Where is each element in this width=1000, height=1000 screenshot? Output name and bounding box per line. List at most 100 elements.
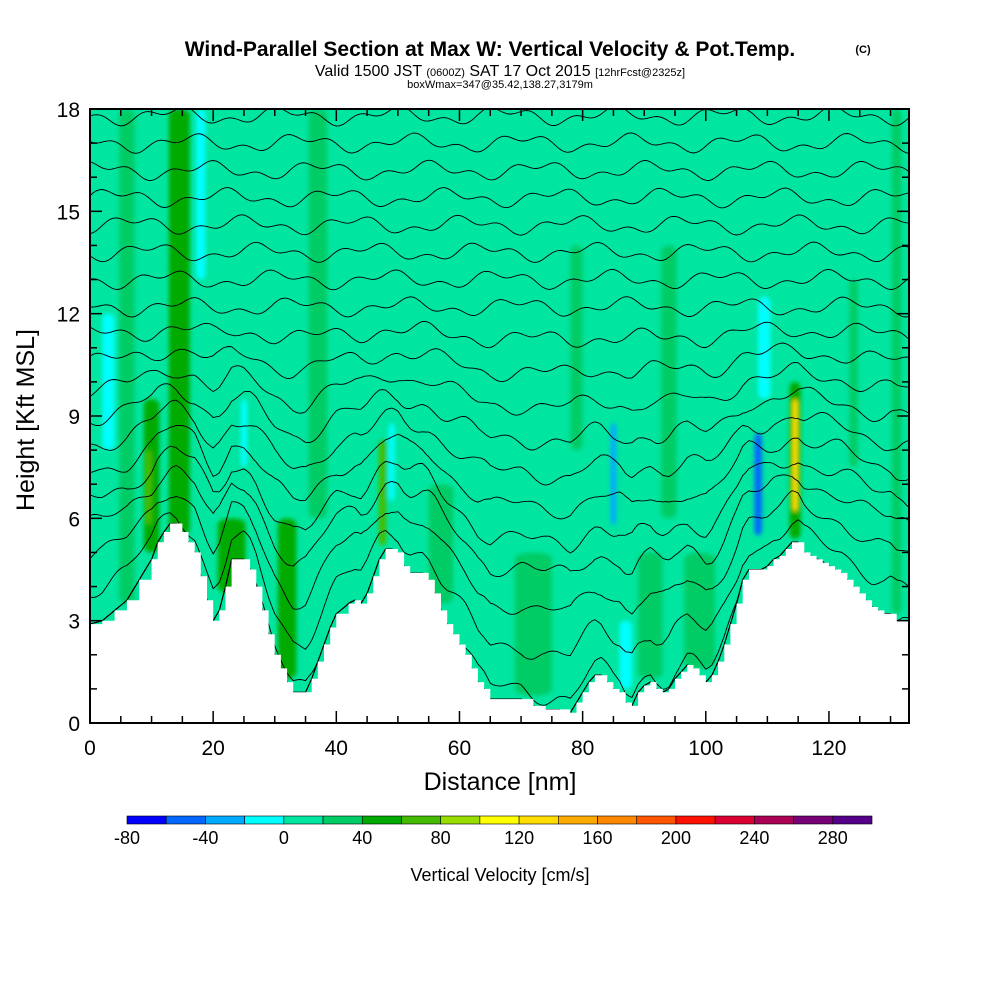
y-axis: 0 3 6 9 12 15 18 — [57, 99, 909, 736]
colorbar-tick-label: 40 — [352, 828, 372, 848]
y-tick-label: 12 — [57, 304, 80, 327]
terrain — [90, 523, 909, 723]
x-tick-label: 80 — [571, 737, 594, 760]
colorbar-tick-label: 80 — [431, 828, 451, 848]
y-axis-label: Height [Kft MSL] — [12, 329, 40, 511]
valid-prefix: Valid 1500 JST — [315, 63, 423, 80]
velocity-band — [849, 279, 858, 468]
velocity-band — [168, 109, 190, 536]
velocity-band — [792, 398, 798, 512]
colorbar-segment — [675, 815, 716, 825]
isentrope-line — [90, 361, 909, 416]
colorbar-segment — [244, 815, 285, 825]
isentrope-line — [90, 159, 909, 181]
boxwmax-info: boxWmax=347@35.42,138.27,3179m — [407, 79, 593, 91]
colorbar-tick-label: -80 — [114, 828, 140, 848]
colorbar-segment — [479, 815, 520, 825]
y-tick-label: 0 — [68, 713, 80, 736]
velocity-band — [758, 296, 771, 399]
colorbar-tick-label: 280 — [818, 828, 848, 848]
isentrope-line — [90, 187, 909, 209]
velocity-band — [119, 109, 135, 604]
isentrope-line — [90, 214, 909, 236]
x-tick-label: 100 — [688, 737, 723, 760]
colorbar: -80 -40 0 40 80 120 160 200 240 280 — [114, 815, 873, 848]
velocity-band — [661, 245, 677, 519]
velocity-band — [428, 484, 454, 604]
x-tick-label: 120 — [811, 737, 846, 760]
isentrope-line — [90, 424, 909, 520]
colorbar-segment — [440, 815, 481, 825]
y-tick-label: 15 — [57, 201, 80, 224]
velocity-band — [378, 439, 387, 546]
colorbar-segment — [283, 815, 324, 825]
velocity-band — [610, 422, 617, 526]
x-tick-label: 40 — [325, 737, 348, 760]
isentrope-line — [90, 523, 909, 706]
isentrope-line — [90, 342, 909, 383]
colorbar-tick-label: 120 — [504, 828, 534, 848]
isentrope-line — [90, 268, 909, 291]
velocity-band — [684, 552, 716, 669]
valid-date: SAT 17 Oct 2015 — [469, 63, 590, 80]
colorbar-segment — [832, 815, 873, 825]
isentrope-line — [90, 383, 909, 451]
velocity-band — [891, 109, 902, 614]
isentrope-line — [90, 512, 909, 660]
x-tick-label: 20 — [201, 737, 224, 760]
velocity-band — [619, 620, 632, 689]
colorbar-tick-label: 240 — [739, 828, 769, 848]
valid-zulu: (0600Z) — [426, 67, 465, 79]
y-tick-label: 6 — [68, 508, 80, 531]
colorbar-segment — [714, 815, 755, 825]
x-tick-label: 60 — [448, 737, 471, 760]
colorbar-tick-label: 200 — [661, 828, 691, 848]
isentrope-line — [90, 109, 909, 127]
plot-area — [90, 109, 909, 723]
colorbar-segment — [518, 815, 559, 825]
velocity-band — [102, 313, 115, 451]
y-tick-label: 9 — [68, 406, 80, 429]
colorbar-segment — [636, 815, 677, 825]
colorbar-segment — [322, 815, 363, 825]
colorbar-segment — [361, 815, 402, 825]
x-axis: 0 20 40 60 80 100 120 — [84, 109, 892, 760]
velocity-band — [240, 398, 248, 468]
colorbar-tick-label: -40 — [192, 828, 218, 848]
colorbar-segment — [126, 815, 167, 825]
velocity-band — [145, 450, 152, 526]
velocity-band — [196, 109, 206, 280]
colorbar-segment — [793, 815, 834, 825]
colorbar-tick-label: 0 — [279, 828, 289, 848]
x-tick-label: 0 — [84, 737, 96, 760]
isentrope-line — [90, 490, 909, 615]
colorbar-segment — [165, 815, 206, 825]
chart-subtitle: Valid 1500 JST (0600Z) SAT 17 Oct 2015 [… — [315, 63, 685, 80]
y-tick-label: 18 — [57, 99, 80, 122]
velocity-band — [638, 552, 663, 679]
colorbar-tick-label: 160 — [583, 828, 613, 848]
colorbar-segment — [754, 815, 794, 825]
colorbar-segment — [558, 815, 598, 825]
isentrope-lines — [90, 109, 909, 714]
colorbar-segment — [205, 815, 245, 825]
isentrope-line — [90, 296, 909, 318]
velocity-band — [308, 109, 328, 519]
colorbar-segment — [597, 815, 638, 825]
isentrope-line — [90, 320, 909, 349]
velocity-band — [514, 552, 552, 696]
x-axis-label: Distance [nm] — [424, 768, 577, 796]
copyright-mark: (C) — [855, 44, 871, 56]
forecast-info: [12hrFcst@2325z] — [595, 67, 685, 79]
y-tick-label: 3 — [68, 611, 80, 634]
colorbar-label: Vertical Velocity [cm/s] — [410, 865, 589, 885]
velocity-band — [570, 245, 583, 451]
isentrope-line — [90, 465, 909, 578]
colorbar-segment — [401, 815, 441, 825]
isentrope-line — [90, 132, 909, 154]
chart-title: Wind-Parallel Section at Max W: Vertical… — [185, 38, 796, 61]
isentrope-line — [90, 399, 909, 486]
isentrope-line — [90, 445, 909, 554]
